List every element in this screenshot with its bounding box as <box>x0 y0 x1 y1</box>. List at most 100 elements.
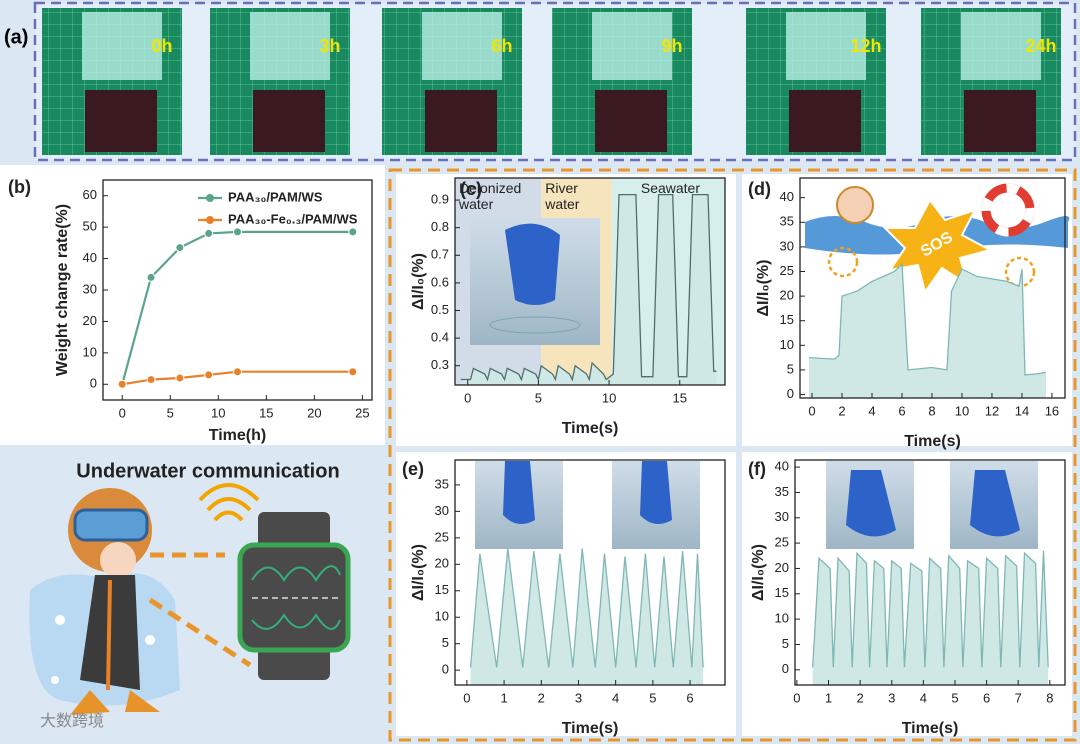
y-tick-label: 0.7 <box>431 247 449 262</box>
y-tick-label: 5 <box>442 635 449 650</box>
x-tick-label: 15 <box>673 390 687 405</box>
y-tick-label: 25 <box>775 535 789 550</box>
plot-area <box>460 193 717 385</box>
hydrogel-top <box>961 12 1041 80</box>
inset-beaker <box>489 316 581 334</box>
y-tick-label: 20 <box>83 313 97 328</box>
time-label: 0h <box>151 36 172 56</box>
series-line <box>469 548 704 668</box>
y-tick-label: 10 <box>775 611 789 626</box>
y-tick-label: 25 <box>435 529 449 544</box>
x-tick-label: 16 <box>1045 403 1059 418</box>
y-tick-label: 0.6 <box>431 274 449 289</box>
y-tick-label: 15 <box>775 585 789 600</box>
y-axis-label: ΔI/I₀(%) <box>410 544 427 601</box>
area-fill <box>470 548 704 685</box>
y-tick-label: 30 <box>435 503 449 518</box>
inset-hand <box>503 461 535 524</box>
area-fill <box>812 550 1049 685</box>
x-tick-label: 10 <box>211 405 225 420</box>
y-tick-label: 0.5 <box>431 302 449 317</box>
region-label: Seawater <box>640 180 701 196</box>
marker <box>233 227 242 237</box>
y-tick-label: 35 <box>435 476 449 491</box>
panel-label: (d) <box>748 179 771 199</box>
panel-cf-frame <box>388 168 1077 742</box>
time-label: 6h <box>491 36 512 56</box>
marker <box>204 228 214 238</box>
x-axis-label: Time(s) <box>562 420 619 437</box>
area-fill <box>460 194 717 385</box>
highlight <box>827 246 859 278</box>
y-tick-label: 0 <box>90 376 97 391</box>
x-tick-label: 15 <box>259 405 273 420</box>
y-tick-label: 0.4 <box>431 330 449 345</box>
hydrogel-bottom <box>425 90 497 152</box>
y-tick-label: 60 <box>83 187 97 202</box>
marker <box>146 375 156 385</box>
hydrogel-bottom <box>85 90 157 152</box>
plot-frame <box>799 177 1066 399</box>
y-tick-label: 5 <box>782 636 789 651</box>
y-axis-label: ΔI/I₀(%) <box>750 544 767 601</box>
x-tick-label: 8 <box>1046 690 1053 705</box>
region-label: River water <box>545 180 580 212</box>
y-tick-label: 0.8 <box>431 219 449 234</box>
x-tick-label: 14 <box>1015 403 1029 418</box>
y-tick-label: 10 <box>435 609 449 624</box>
x-tick-label: 0 <box>119 405 126 420</box>
plot-area <box>808 262 1047 398</box>
communication-title: Underwater communication <box>76 460 339 482</box>
y-tick-label: 40 <box>775 459 789 474</box>
marker <box>175 243 185 253</box>
region-label: Deionized water <box>459 180 522 212</box>
x-tick-label: 0 <box>464 390 471 405</box>
legend-label: PAA₃₀-Fe₀.₃/PAM/WS <box>228 211 358 226</box>
marker <box>146 272 156 282</box>
inset-hand <box>640 461 672 524</box>
y-tick-label: 15 <box>780 312 794 327</box>
panel-label: (e) <box>402 459 424 479</box>
x-tick-label: 8 <box>928 403 935 418</box>
legend-label: PAA₃₀/PAM/WS <box>228 189 323 204</box>
y-tick-label: 0.3 <box>431 357 449 372</box>
x-tick-label: 10 <box>955 403 969 418</box>
x-tick-label: 0 <box>463 690 470 705</box>
panel-label: (f) <box>748 459 766 479</box>
y-tick-label: 25 <box>780 263 794 278</box>
hydrogel-top <box>786 12 866 80</box>
y-tick-label: 30 <box>780 238 794 253</box>
y-tick-label: 0 <box>787 386 794 401</box>
y-tick-label: 35 <box>775 484 789 499</box>
x-tick-label: 7 <box>1015 690 1022 705</box>
x-tick-label: 5 <box>649 690 656 705</box>
x-tick-label: 20 <box>307 405 321 420</box>
diver-illustration <box>29 483 351 715</box>
panel-label: (c) <box>460 179 482 199</box>
child-face <box>836 186 874 224</box>
y-tick-label: 0 <box>782 661 789 676</box>
x-tick-label: 3 <box>888 690 895 705</box>
x-tick-label: 5 <box>951 690 958 705</box>
x-tick-label: 3 <box>575 690 582 705</box>
plot-frame <box>454 459 726 686</box>
x-tick-label: 12 <box>985 403 999 418</box>
plot-frame <box>794 459 1066 686</box>
inset-hand <box>970 470 1020 537</box>
hydrogel-bottom <box>789 90 861 152</box>
y-axis-label: ΔI/I₀(%) <box>410 253 427 310</box>
x-tick-label: 5 <box>167 405 174 420</box>
y-tick-label: 0 <box>442 662 449 677</box>
y-tick-label: 35 <box>780 214 794 229</box>
y-tick-label: 30 <box>775 509 789 524</box>
area-fill <box>809 264 1046 398</box>
x-tick-label: 6 <box>686 690 693 705</box>
hydrogel-top <box>250 12 330 80</box>
x-tick-label: 6 <box>898 403 905 418</box>
x-tick-label: 5 <box>535 390 542 405</box>
time-label: 24h <box>1025 36 1056 56</box>
x-tick-label: 10 <box>602 390 616 405</box>
plot-area <box>121 230 353 386</box>
